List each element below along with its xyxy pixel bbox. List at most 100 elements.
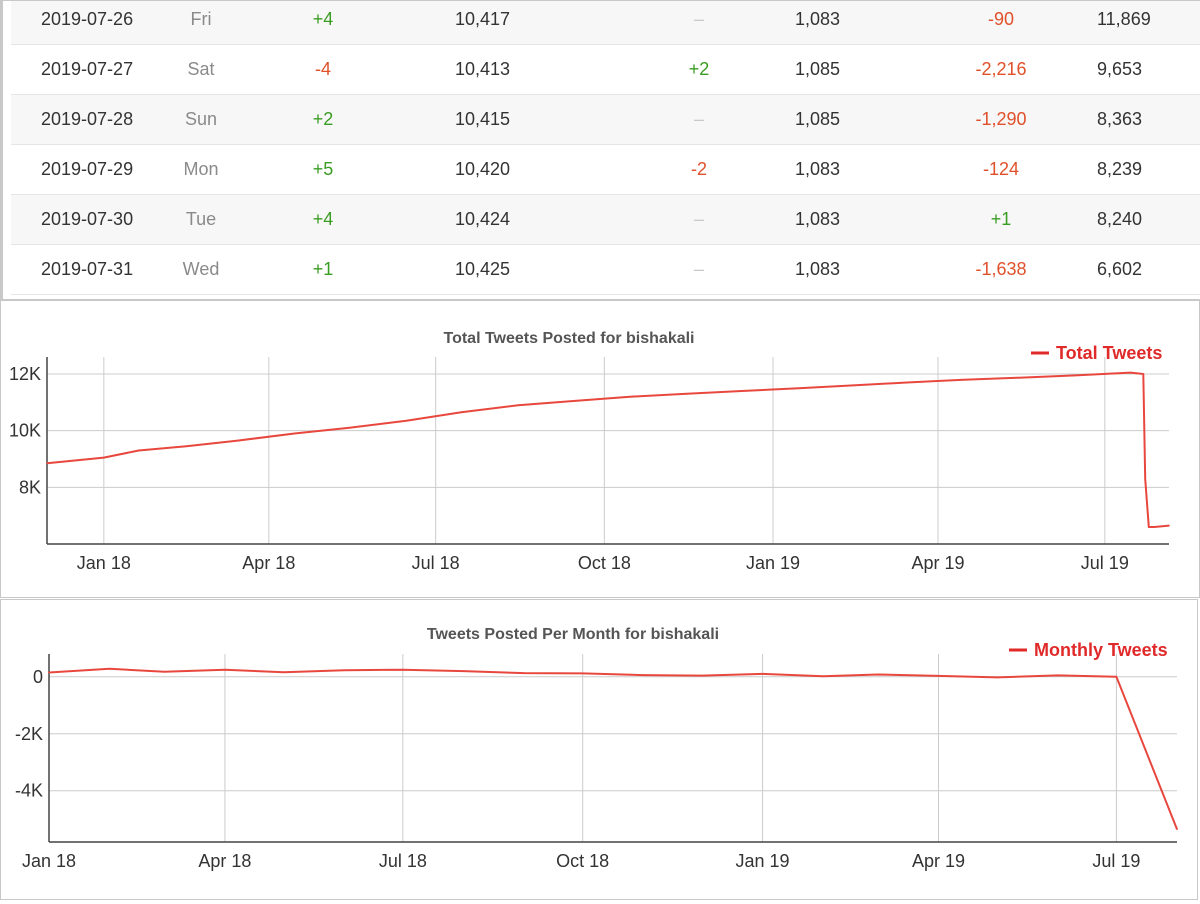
data-point — [581, 672, 584, 675]
cell-date: 2019-07-30 — [41, 209, 134, 229]
data-point — [1129, 371, 1132, 374]
cell-following-total: 1,083 — [795, 259, 841, 279]
data-point — [108, 668, 111, 670]
cell-followers-change: -2,216 — [975, 59, 1027, 79]
chart-title: Total Tweets Posted for bishakali — [443, 330, 694, 347]
data-point — [701, 674, 703, 677]
data-point — [46, 462, 48, 465]
x-tick-label: Jul 18 — [412, 553, 460, 573]
cell-followers-change: -90 — [987, 9, 1014, 29]
cell-tweets-change: +4 — [312, 209, 334, 229]
cell-followers-change: +1 — [990, 209, 1012, 229]
total-tweets-chart-panel: Total Tweets Posted for bishakali 8K 10K 12… — [0, 300, 1200, 598]
data-point — [282, 671, 285, 674]
data-point — [1115, 675, 1118, 678]
data-point — [343, 669, 345, 672]
cell-tweets-change: +2 — [312, 109, 334, 129]
table-row: 2019-07-27 Sat -4 10,413 +2 1,085 -2,216 9,653 — [11, 45, 1200, 95]
x-tick-label: Jul 18 — [379, 851, 427, 871]
x-tick-label: Apr 19 — [912, 851, 965, 871]
y-tick-label: 8K — [19, 477, 41, 497]
cell-day: Tue — [185, 209, 217, 229]
cell-date: 2019-07-26 — [41, 9, 134, 29]
y-tick-label: -2K — [15, 724, 43, 744]
data-point — [48, 671, 50, 674]
data-point — [877, 673, 879, 676]
data-point — [236, 439, 239, 442]
cell-following-total: 1,083 — [795, 209, 841, 229]
legend-label[interactable]: Monthly Tweets — [1034, 640, 1168, 660]
data-point — [163, 670, 166, 673]
cell-tweets-change: +5 — [312, 159, 334, 179]
x-tick-label: Apr 19 — [911, 553, 964, 573]
data-point — [1153, 526, 1156, 528]
series-line — [48, 667, 1178, 830]
x-tick-label: Apr 18 — [242, 553, 295, 573]
y-tick-label: 10K — [9, 421, 41, 441]
data-point — [854, 384, 857, 387]
data-point — [293, 432, 296, 435]
data-point — [405, 419, 408, 422]
data-point — [1168, 524, 1170, 527]
cell-following-change: – — [693, 109, 704, 129]
x-tick-label: Apr 18 — [198, 851, 251, 871]
table-row: 2019-07-28 Sun +2 10,415 – 1,085 -1,290 8,363 — [11, 95, 1200, 145]
table-row: 2019-07-29 Mon +5 10,420 -2 1,083 -124 8,239 — [11, 145, 1200, 195]
monthly-tweets-chart-panel: Tweets Posted Per Month for bishakali 0 -2… — [0, 599, 1198, 900]
data-point — [574, 400, 576, 402]
data-point — [962, 378, 965, 381]
data-point — [686, 393, 688, 395]
cell-tweets-change: +4 — [312, 9, 334, 29]
data-point — [996, 676, 998, 679]
table-row: 2019-07-31 Wed +1 10,425 – 1,083 -1,638 6,602 — [11, 245, 1200, 295]
cell-tweets-total: 10,420 — [455, 159, 511, 179]
cell-following-change: – — [693, 209, 704, 229]
cell-day: Fri — [190, 9, 212, 29]
cell-followers-change: -124 — [982, 159, 1020, 179]
y-tick-label: 0 — [33, 667, 43, 687]
data-point — [402, 668, 404, 671]
y-tick-label: 12K — [9, 364, 41, 384]
legend-label[interactable]: Total Tweets — [1056, 343, 1162, 363]
data-point — [937, 675, 940, 677]
data-point — [1074, 374, 1077, 377]
total-tweets-chart: Total Tweets Posted for bishakali 8K 10K 12… — [9, 330, 1170, 573]
data-point — [906, 381, 908, 384]
cell-followers-total: 11,869 — [1097, 9, 1151, 29]
data-point — [460, 411, 463, 414]
cell-followers-change: -1,290 — [975, 109, 1027, 129]
data-point — [137, 449, 140, 452]
data-point — [761, 673, 764, 675]
x-tick-label: Jul 19 — [1092, 851, 1140, 871]
cell-following-change: – — [693, 259, 704, 279]
data-point — [741, 390, 743, 392]
x-tick-label: Oct 18 — [556, 851, 609, 871]
cell-date: 2019-07-28 — [41, 109, 134, 129]
cell-following-change: – — [693, 9, 704, 29]
data-point — [642, 674, 645, 676]
cell-following-total: 1,083 — [795, 159, 841, 179]
cell-day: Mon — [183, 159, 219, 179]
cell-following-total: 1,085 — [795, 109, 841, 129]
cell-followers-total: 8,240 — [1097, 209, 1143, 229]
series-line — [46, 371, 1170, 528]
cell-tweets-total: 10,417 — [455, 9, 511, 29]
x-tick-label: Jul 19 — [1081, 553, 1129, 573]
y-tick-label: -4K — [15, 781, 43, 801]
cell-date: 2019-07-27 — [41, 59, 134, 79]
data-point — [1144, 478, 1146, 480]
data-point — [629, 395, 631, 398]
chart-title: Tweets Posted Per Month for bishakali — [427, 626, 719, 643]
x-tick-label: Oct 18 — [578, 553, 631, 573]
data-point — [103, 456, 105, 459]
data-point — [1056, 674, 1059, 677]
cell-following-change: +2 — [688, 59, 710, 79]
x-tick-label: Jan 18 — [77, 553, 131, 573]
cell-date: 2019-07-29 — [41, 159, 134, 179]
data-point — [185, 445, 188, 448]
data-point — [462, 670, 465, 672]
cell-day: Sat — [187, 59, 215, 79]
data-point — [348, 427, 351, 429]
cell-tweets-total: 10,413 — [455, 59, 511, 79]
cell-day: Sun — [184, 109, 218, 129]
